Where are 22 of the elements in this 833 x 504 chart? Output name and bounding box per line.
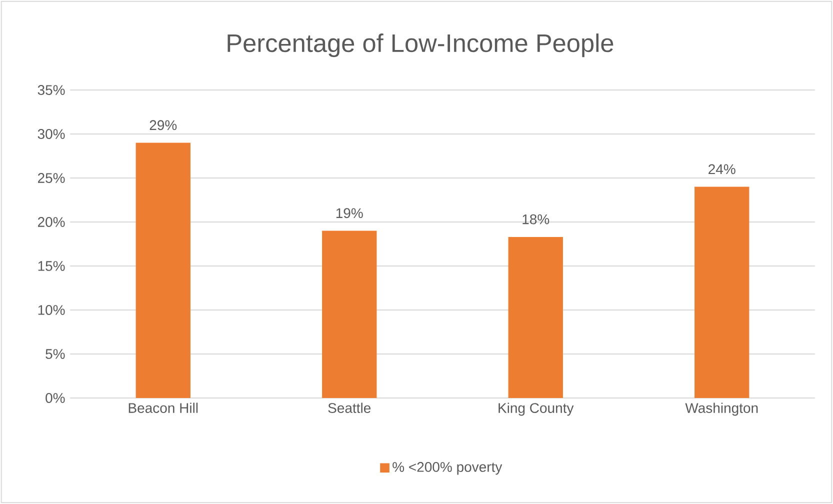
y-tick-label: 35% (38, 85, 65, 95)
data-label: 24% (708, 164, 736, 174)
y-tick-label: 15% (38, 261, 65, 271)
bar (136, 142, 190, 398)
x-tick-label: Washington (685, 402, 758, 416)
legend-label: % <200% poverty (392, 462, 502, 475)
chart-title: Percentage of Low-Income People (228, 34, 614, 58)
y-tick-label: 25% (38, 173, 65, 183)
y-tick-label: 20% (38, 217, 65, 227)
x-tick-label: King County (498, 402, 574, 416)
x-tick-label: Beacon Hill (128, 402, 198, 413)
bar (694, 186, 750, 398)
x-tick-label: Seattle (328, 402, 371, 413)
y-tick-label: 30% (38, 129, 65, 139)
y-tick-label: 5% (46, 349, 65, 359)
data-label: 29% (150, 120, 177, 130)
y-tick-label: 0% (46, 393, 65, 403)
y-tick-label: 10% (38, 305, 65, 315)
data-label: 18% (522, 214, 550, 224)
data-label: 19% (336, 208, 363, 218)
bar (508, 236, 563, 398)
bar (322, 230, 377, 398)
